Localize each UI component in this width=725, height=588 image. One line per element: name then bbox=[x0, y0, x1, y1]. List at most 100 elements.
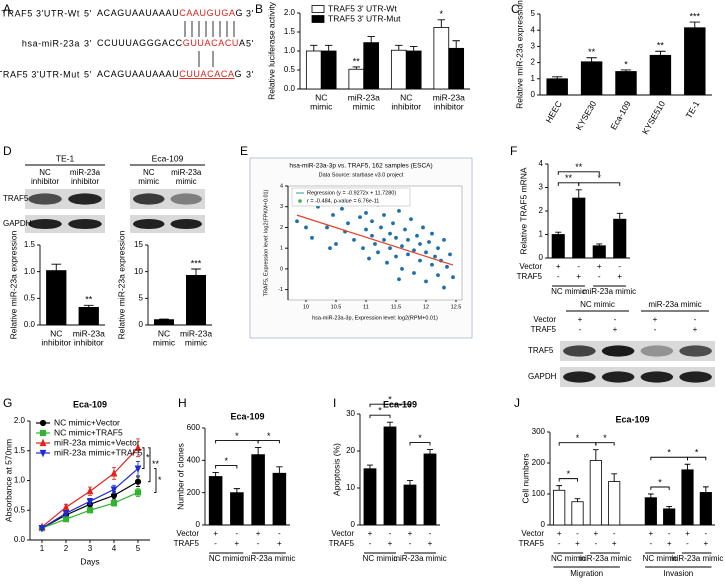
y-tick-label: 1 bbox=[280, 246, 283, 252]
blot-band bbox=[563, 371, 596, 383]
point bbox=[400, 267, 404, 271]
blot-row-label: GAPDH bbox=[3, 219, 32, 228]
sequence-part: ACAGUAAUAAAU bbox=[97, 8, 179, 18]
y-tick-label: 4 bbox=[539, 159, 544, 168]
y-tick-label: 10 bbox=[346, 483, 355, 492]
y-tick-label: 1 bbox=[531, 74, 536, 83]
comparison-bracket bbox=[369, 403, 411, 408]
blot-row-label: TRAF5 bbox=[528, 346, 554, 355]
error-bar bbox=[556, 485, 563, 491]
sequence: ACAGUAAUAAAUCAAUGUGAG bbox=[97, 8, 243, 18]
error-bar bbox=[552, 76, 563, 79]
blot-sign: - bbox=[694, 315, 697, 324]
point bbox=[391, 221, 395, 226]
sequence-label: TRAF5 3'UTR-Mut bbox=[0, 69, 80, 79]
comparison-label: ** bbox=[152, 459, 160, 469]
point bbox=[295, 219, 299, 224]
blot-background bbox=[560, 367, 715, 387]
point bbox=[436, 246, 440, 251]
group-label: NC mimic bbox=[209, 554, 244, 563]
error-bar bbox=[616, 212, 623, 220]
x-tick-label: 5 bbox=[136, 544, 141, 553]
error-bar bbox=[452, 40, 460, 49]
error-bar bbox=[620, 69, 632, 72]
y-tick-label: 1.0 bbox=[24, 267, 36, 276]
bar bbox=[251, 454, 265, 526]
x-tick-label: 10.5 bbox=[331, 304, 342, 310]
condition-label: Vector bbox=[521, 529, 544, 538]
bar bbox=[230, 492, 244, 526]
y-tick-label: 1.0 bbox=[14, 476, 26, 485]
y-tick-label: 1.0 bbox=[284, 46, 296, 55]
panel-label: J bbox=[514, 396, 520, 410]
condition-sign: - bbox=[409, 539, 412, 548]
point bbox=[442, 237, 446, 242]
point bbox=[388, 246, 392, 251]
condition-sign: - bbox=[257, 539, 260, 548]
x-tick-label: 2 bbox=[64, 544, 69, 553]
point bbox=[304, 225, 308, 230]
panel-label: F bbox=[510, 144, 517, 158]
condition-sign: - bbox=[214, 539, 217, 548]
error-bar bbox=[159, 318, 169, 320]
error-bar bbox=[51, 263, 62, 271]
legend-box bbox=[291, 187, 411, 207]
panel-label: A bbox=[3, 2, 11, 16]
blot-group: miR-23a mimic bbox=[648, 300, 701, 309]
panel-label: I bbox=[333, 396, 336, 410]
condition-sign: + bbox=[597, 262, 602, 271]
point bbox=[412, 248, 416, 253]
blot-sign: + bbox=[693, 325, 698, 334]
comparison-bracket bbox=[558, 442, 597, 446]
y-tick-label: 100 bbox=[532, 489, 546, 498]
significance: * bbox=[440, 9, 444, 19]
comparison-bracket bbox=[578, 182, 621, 186]
point bbox=[364, 227, 368, 232]
error-bar bbox=[407, 480, 413, 486]
y-tick-label: 2.0 bbox=[14, 416, 26, 425]
group-label: miR-23a mimic bbox=[242, 554, 295, 563]
sequence-part: CUUACACA bbox=[179, 69, 234, 79]
condition-sign: + bbox=[368, 529, 373, 538]
condition-sign: - bbox=[668, 529, 671, 538]
condition-label: TRAF5 bbox=[329, 539, 355, 548]
y-tick-label: 0.5 bbox=[24, 293, 36, 302]
y-axis-label: Absorbance at 570nm bbox=[3, 439, 13, 522]
bar bbox=[684, 27, 706, 96]
group-label: miR-23a mimic bbox=[583, 287, 636, 296]
sequence-part: G bbox=[236, 8, 244, 18]
bar bbox=[348, 68, 365, 90]
point bbox=[394, 235, 398, 240]
condition-sign: - bbox=[704, 529, 707, 538]
y-tick-label: 3 bbox=[280, 204, 283, 210]
lane-label: inhibitor bbox=[71, 177, 99, 186]
point bbox=[364, 211, 368, 215]
error-bar bbox=[611, 473, 618, 482]
x-tick-label: inhibitor bbox=[74, 337, 104, 347]
point bbox=[427, 240, 431, 244]
significance: ** bbox=[353, 56, 361, 66]
error-bar bbox=[254, 446, 262, 455]
blot-band bbox=[28, 193, 62, 205]
y-tick-label: 1.5 bbox=[284, 27, 296, 36]
marker bbox=[62, 510, 70, 518]
legend-dot bbox=[298, 199, 302, 203]
bar bbox=[448, 47, 465, 90]
bar bbox=[405, 50, 422, 90]
error-bar bbox=[596, 243, 603, 246]
sequence-label: TRAF5 3'UTR-Wt bbox=[1, 8, 80, 18]
bar bbox=[649, 54, 672, 96]
y-tick-label: 200 bbox=[532, 458, 546, 467]
y-axis-label: Relative luciferase activity bbox=[266, 1, 276, 100]
point bbox=[418, 242, 422, 246]
bar bbox=[551, 234, 565, 259]
point bbox=[451, 275, 455, 280]
y-tick-label: 0 bbox=[196, 520, 201, 529]
chart-title: Eca-109 bbox=[230, 411, 264, 421]
blot-condition-label: TRAF5 bbox=[531, 325, 557, 334]
x-tick-label: 3 bbox=[88, 544, 93, 553]
y-tick-label: 15 bbox=[134, 240, 143, 249]
point bbox=[373, 242, 377, 246]
comparison-label: * bbox=[267, 431, 271, 441]
